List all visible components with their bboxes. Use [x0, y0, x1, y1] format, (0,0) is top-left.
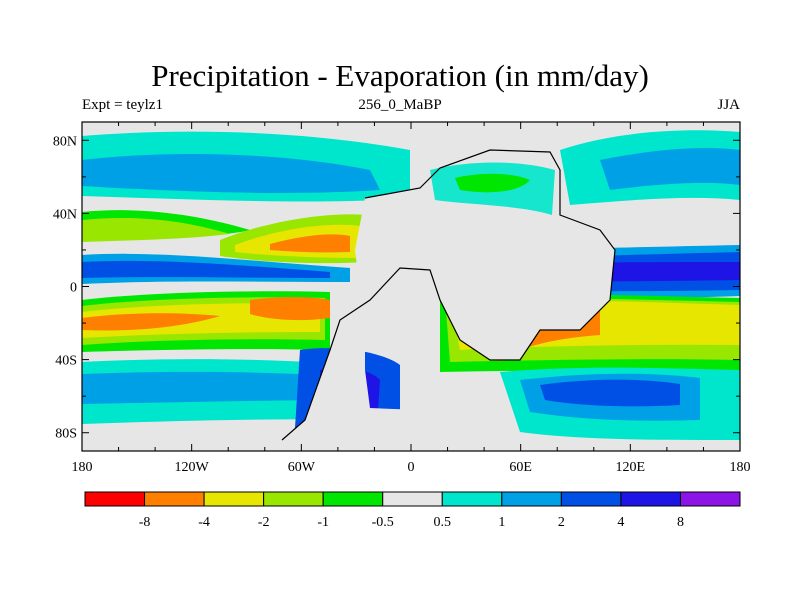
colorbar-swatch: [144, 491, 205, 507]
colorbar-label: -2: [258, 515, 270, 530]
colorbar-label: 1: [498, 515, 505, 530]
x-tick-label: 180: [730, 460, 751, 475]
colorbar-swatch: [501, 491, 562, 507]
colorbar-swatch: [560, 491, 622, 507]
colorbar-swatch: [84, 491, 146, 507]
north-pacific-band-strong: [82, 154, 380, 193]
colorbar-label: -4: [198, 515, 210, 530]
y-tick-label: 80N: [53, 134, 77, 149]
colorbar-swatch: [679, 491, 741, 507]
y-tick-label: 40N: [53, 207, 77, 222]
colorbar-label: -0.5: [372, 515, 394, 530]
experiment-label: Expt = teylz1: [82, 97, 163, 113]
coastline: [281, 149, 616, 441]
x-tick-label: 180: [72, 460, 93, 475]
y-tick-label: 0: [70, 281, 77, 296]
north-tethys-band-strong: [600, 148, 740, 190]
nh-dry-strong-central: [270, 234, 350, 253]
colorbar-swatch: [263, 491, 324, 507]
x-tick-label: 60E: [509, 460, 532, 475]
sh-dry-strong-central: [250, 297, 330, 321]
y-axis: 80N 40N 0 40S 80S: [53, 134, 740, 442]
itcz-west-strong: [82, 260, 330, 278]
colorbar-swatch: [322, 491, 384, 507]
colorbar-label: 8: [677, 515, 684, 530]
x-axis: 180 120W 60W 0 60E 120E 180: [72, 122, 751, 475]
colorbar-label: -1: [317, 515, 329, 530]
colorbar-swatch: [620, 491, 681, 507]
pangaea-land: [82, 150, 615, 451]
colorbar-label: -8: [139, 515, 151, 530]
colorbar-swatch: [441, 491, 503, 507]
y-tick-label: 40S: [55, 354, 77, 369]
north-continent-dry-patch: [455, 173, 530, 193]
sh-storm-band-east-core: [540, 379, 680, 407]
colorbar-swatch: [203, 491, 265, 507]
x-tick-label: 0: [408, 460, 415, 475]
colorbar-label: 4: [617, 515, 624, 530]
y-tick-label: 80S: [55, 427, 77, 442]
x-tick-label: 60W: [288, 460, 316, 475]
sh-dry-strong-west: [82, 313, 220, 331]
nh-dry-weak-west: [82, 217, 230, 242]
colorbar-swatch: [382, 491, 443, 507]
season-label: JJA: [717, 97, 740, 113]
x-tick-label: 120W: [175, 460, 210, 475]
plot-title: Precipitation - Evaporation (in mm/day): [151, 58, 649, 93]
colorbar-label: 0.5: [434, 515, 452, 530]
period-label: 256_0_MaBP: [358, 97, 442, 113]
x-tick-label: 120E: [616, 460, 646, 475]
map-field: [82, 122, 740, 451]
colorbar: -8 -4 -2 -1 -0.5 0.5 1 2 4 8: [84, 491, 741, 530]
colorbar-label: 2: [558, 515, 565, 530]
sh-storm-band-west-strong: [82, 371, 360, 404]
